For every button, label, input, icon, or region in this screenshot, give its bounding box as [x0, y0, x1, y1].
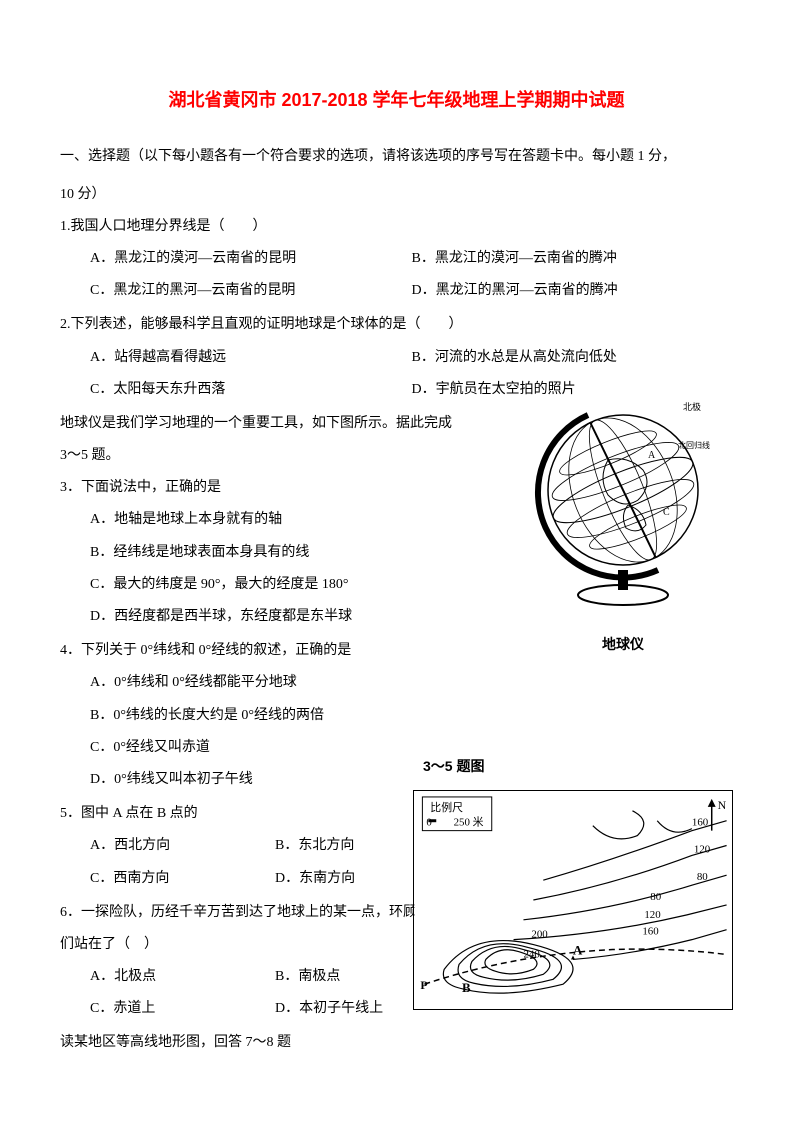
q6-option-a: A．北极点 [90, 961, 275, 993]
q5-text: 5．图中 A 点在 B 点的 [60, 798, 460, 830]
globe-icon: A C 北极 北回归线 [528, 390, 718, 610]
q1-text: 1.我国人口地理分界线是（ ） [60, 211, 733, 243]
scale-label: 比例尺 [430, 800, 463, 814]
contour-120a: 120 [694, 844, 711, 856]
contour-map-icon: 比例尺 0 250 米 N 160 120 80 80 120 160 200 … [413, 790, 733, 1010]
contour-80a: 80 [697, 871, 708, 883]
context-3-5-line1: 地球仪是我们学习地理的一个重要工具，如下图所示。据此完成 [60, 408, 490, 440]
q4-option-b: B．0°纬线的长度大约是 0°经线的两倍 [60, 700, 733, 732]
q2-option-b: B．河流的水总是从高处流向低处 [412, 342, 734, 374]
q1-option-d: D．黑龙江的黑河—云南省的腾冲 [412, 275, 734, 307]
contour-200: 200 [531, 929, 548, 941]
q6-text2: 们站在了（ ） [60, 929, 460, 961]
q2-option-c: C．太阳每天东升西落 [90, 374, 412, 406]
contour-240: 240 [523, 949, 540, 961]
section-header: 一、选择题（以下每小题各有一个符合要求的选项，请将该选项的序号写在答题卡中。每小… [60, 141, 733, 173]
map-point-b: B [462, 981, 471, 995]
page-title: 湖北省黄冈市 2017-2018 学年七年级地理上学期期中试题 [60, 80, 733, 121]
q5-option-a: A．西北方向 [90, 830, 275, 862]
globe-point-a: A [648, 450, 656, 461]
q1-option-c: C．黑龙江的黑河—云南省的昆明 [90, 275, 412, 307]
q2-text: 2.下列表述，能够最科学且直观的证明地球是个球体的是（ ） [60, 309, 733, 341]
q1-option-a: A．黑龙江的漠河—云南省的昆明 [90, 243, 412, 275]
q1-option-b: B．黑龙江的漠河—云南省的腾冲 [412, 243, 734, 275]
q2-option-a: A．站得越高看得越远 [90, 342, 412, 374]
contour-120b: 120 [644, 909, 661, 921]
contour-80b: 80 [650, 891, 661, 903]
contour-160a: 160 [692, 817, 709, 829]
globe-north-label: 北极 [683, 401, 701, 412]
context-7-8: 读某地区等高线地形图，回答 7～8 题 [60, 1027, 733, 1059]
q6-text: 6．一探险队，历经千辛万苦到达了地球上的某一点，环顾四 [60, 897, 460, 929]
globe-point-c: C [663, 507, 670, 518]
section-header-line1: 一、选择题（以下每小题各有一个符合要求的选项，请将该选项的序号写在答题卡中。每小… [60, 149, 676, 164]
q4-option-a: A．0°纬线和 0°经线都能平分地球 [60, 667, 733, 699]
question-1: 1.我国人口地理分界线是（ ） A．黑龙江的漠河—云南省的昆明 B．黑龙江的漠河… [60, 211, 733, 308]
compass-n: N [718, 798, 727, 812]
svg-text:P: P [420, 978, 427, 992]
section-header-line2: 10 分） [60, 179, 733, 211]
contour-map-figure: 3～5 题图 比例尺 0 250 米 N 160 120 80 80 120 1 [413, 750, 733, 1023]
globe-tropic-label: 北回归线 [678, 440, 710, 450]
globe-caption: 地球仪 [523, 628, 723, 660]
q5-option-c: C．西南方向 [90, 863, 275, 895]
contour-160b: 160 [642, 926, 659, 938]
question-6: 6．一探险队，历经千辛万苦到达了地球上的某一点，环顾四 们站在了（ ） A．北极… [60, 897, 460, 1026]
map-point-a: A [573, 944, 583, 958]
globe-figure: A C 北极 北回归线 地球仪 [523, 390, 723, 660]
map-title: 3～5 题图 [423, 750, 733, 782]
question-5: 5．图中 A 点在 B 点的 A．西北方向 B．东北方向 C．西南方向 D．东南… [60, 798, 460, 895]
q6-option-c: C．赤道上 [90, 993, 275, 1025]
